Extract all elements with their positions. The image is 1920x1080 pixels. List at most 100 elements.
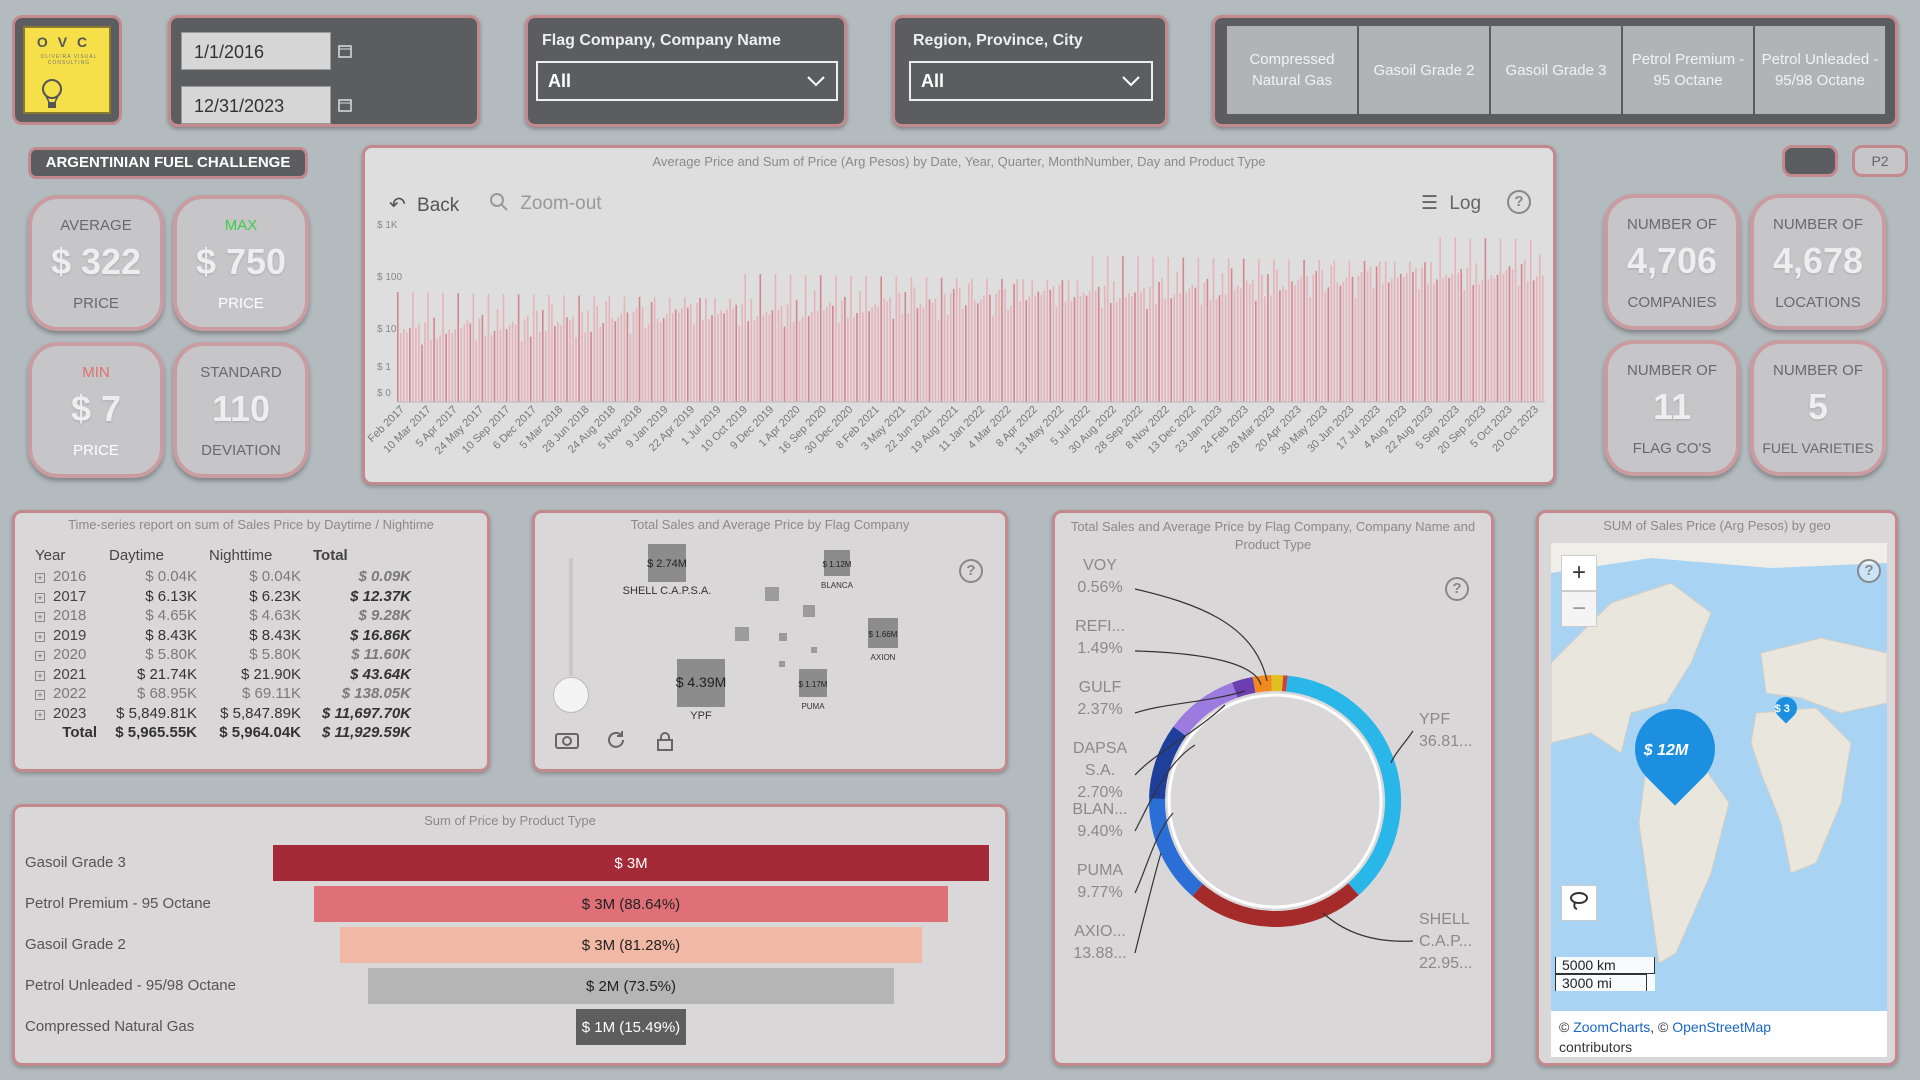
price-bar[interactable] <box>971 278 973 402</box>
price-bar[interactable] <box>1418 289 1420 402</box>
donut-legend-label[interactable]: VOY 0.56% <box>1069 555 1131 599</box>
price-bar[interactable] <box>602 323 604 402</box>
price-bar[interactable] <box>1016 279 1018 402</box>
year-cell[interactable]: +2018 <box>29 606 103 626</box>
blank-nav-button[interactable] <box>1782 145 1838 177</box>
price-bar[interactable] <box>1451 273 1453 402</box>
price-bar[interactable] <box>850 275 852 402</box>
price-bar[interactable] <box>1273 259 1275 402</box>
price-bar[interactable] <box>762 315 765 402</box>
price-bar[interactable] <box>765 311 768 402</box>
price-bar[interactable] <box>656 319 659 402</box>
price-bar[interactable] <box>475 340 478 403</box>
price-bar[interactable] <box>1043 290 1046 402</box>
price-bar[interactable] <box>986 278 988 402</box>
price-bar[interactable] <box>1261 275 1263 402</box>
price-bar[interactable] <box>1421 267 1423 402</box>
price-bar[interactable] <box>1267 274 1269 402</box>
price-bar[interactable] <box>1028 296 1030 402</box>
minor-bubble[interactable] <box>811 647 817 653</box>
price-bar[interactable] <box>1409 261 1411 402</box>
help-icon[interactable]: ? <box>1445 577 1469 601</box>
donut-legend-label[interactable]: PUMA 9.77% <box>1069 860 1131 904</box>
price-bar[interactable] <box>943 293 946 402</box>
price-bar[interactable] <box>1321 270 1323 402</box>
price-bar[interactable] <box>617 317 620 402</box>
price-bar[interactable] <box>1306 275 1308 402</box>
price-bar[interactable] <box>629 333 632 402</box>
price-bar[interactable] <box>551 305 553 402</box>
price-bar[interactable] <box>853 317 855 402</box>
page-p2-button[interactable]: P2 <box>1852 145 1908 177</box>
price-bar[interactable] <box>545 330 547 402</box>
expand-icon[interactable]: + <box>35 631 45 642</box>
price-bar[interactable] <box>816 311 819 402</box>
price-bar[interactable] <box>847 317 849 402</box>
price-bar[interactable] <box>925 277 928 402</box>
price-bar[interactable] <box>1067 280 1070 402</box>
year-cell[interactable]: +2021 <box>29 665 103 685</box>
minor-bubble[interactable] <box>779 661 785 667</box>
price-bar[interactable] <box>738 325 740 402</box>
price-bar[interactable] <box>1236 285 1239 403</box>
minor-bubble[interactable] <box>803 605 815 617</box>
expand-icon[interactable]: + <box>35 690 45 701</box>
price-bar[interactable] <box>1511 269 1514 402</box>
price-bar[interactable] <box>1439 237 1441 403</box>
price-bar[interactable] <box>989 294 991 402</box>
price-bar[interactable] <box>756 316 759 402</box>
price-bar[interactable] <box>1239 288 1242 402</box>
price-bar[interactable] <box>1001 278 1003 402</box>
zoomcharts-link[interactable]: ZoomCharts <box>1573 1019 1651 1035</box>
price-bar[interactable] <box>1403 276 1405 402</box>
price-bar[interactable] <box>744 273 746 402</box>
price-bar[interactable] <box>674 309 677 403</box>
price-bar[interactable] <box>581 311 583 402</box>
price-bar[interactable] <box>463 324 466 402</box>
price-bar[interactable] <box>1430 262 1432 402</box>
price-bar[interactable] <box>771 310 774 402</box>
price-bar[interactable] <box>469 323 472 402</box>
price-bar[interactable] <box>490 334 493 402</box>
funnel-bar[interactable]: $ 3M (81.28%) <box>340 927 922 963</box>
price-bar[interactable] <box>1436 279 1438 403</box>
price-bar[interactable] <box>481 314 484 402</box>
minor-bubble[interactable] <box>765 587 779 601</box>
donut-plot[interactable] <box>1055 513 1491 1063</box>
price-bar[interactable] <box>626 312 629 403</box>
price-bar[interactable] <box>829 302 831 403</box>
price-bar[interactable] <box>1369 267 1372 402</box>
price-bar[interactable] <box>1508 265 1511 402</box>
price-bar[interactable] <box>415 327 417 402</box>
price-bar[interactable] <box>1206 278 1209 402</box>
price-bar[interactable] <box>684 297 686 402</box>
company-bubble[interactable] <box>648 544 686 582</box>
price-bar[interactable] <box>1291 281 1293 402</box>
price-bar[interactable] <box>1457 272 1459 402</box>
price-bar[interactable] <box>557 322 559 402</box>
price-bar[interactable] <box>1315 271 1317 402</box>
price-bar[interactable] <box>968 283 970 402</box>
price-bar[interactable] <box>678 312 680 403</box>
price-bar[interactable] <box>1366 271 1369 402</box>
price-bar[interactable] <box>400 333 402 402</box>
price-bar[interactable] <box>1170 298 1172 402</box>
price-bar[interactable] <box>1049 289 1052 402</box>
price-bar[interactable] <box>1188 288 1191 402</box>
price-bar[interactable] <box>590 331 592 402</box>
price-bar[interactable] <box>1248 283 1251 402</box>
price-bar[interactable] <box>980 299 982 403</box>
price-bar[interactable] <box>1520 264 1523 402</box>
price-bar[interactable] <box>608 296 611 402</box>
company-bubble[interactable] <box>824 550 850 576</box>
price-bar[interactable] <box>523 319 526 403</box>
price-bar[interactable] <box>529 336 532 402</box>
price-bar[interactable] <box>1372 288 1375 402</box>
map-zoom-out-button[interactable]: − <box>1561 591 1597 627</box>
price-bar[interactable] <box>886 301 888 402</box>
price-bar[interactable] <box>1185 292 1188 403</box>
price-bar[interactable] <box>687 307 689 402</box>
price-bar[interactable] <box>898 292 901 402</box>
price-bar[interactable] <box>1167 257 1169 402</box>
price-bar[interactable] <box>883 298 885 402</box>
